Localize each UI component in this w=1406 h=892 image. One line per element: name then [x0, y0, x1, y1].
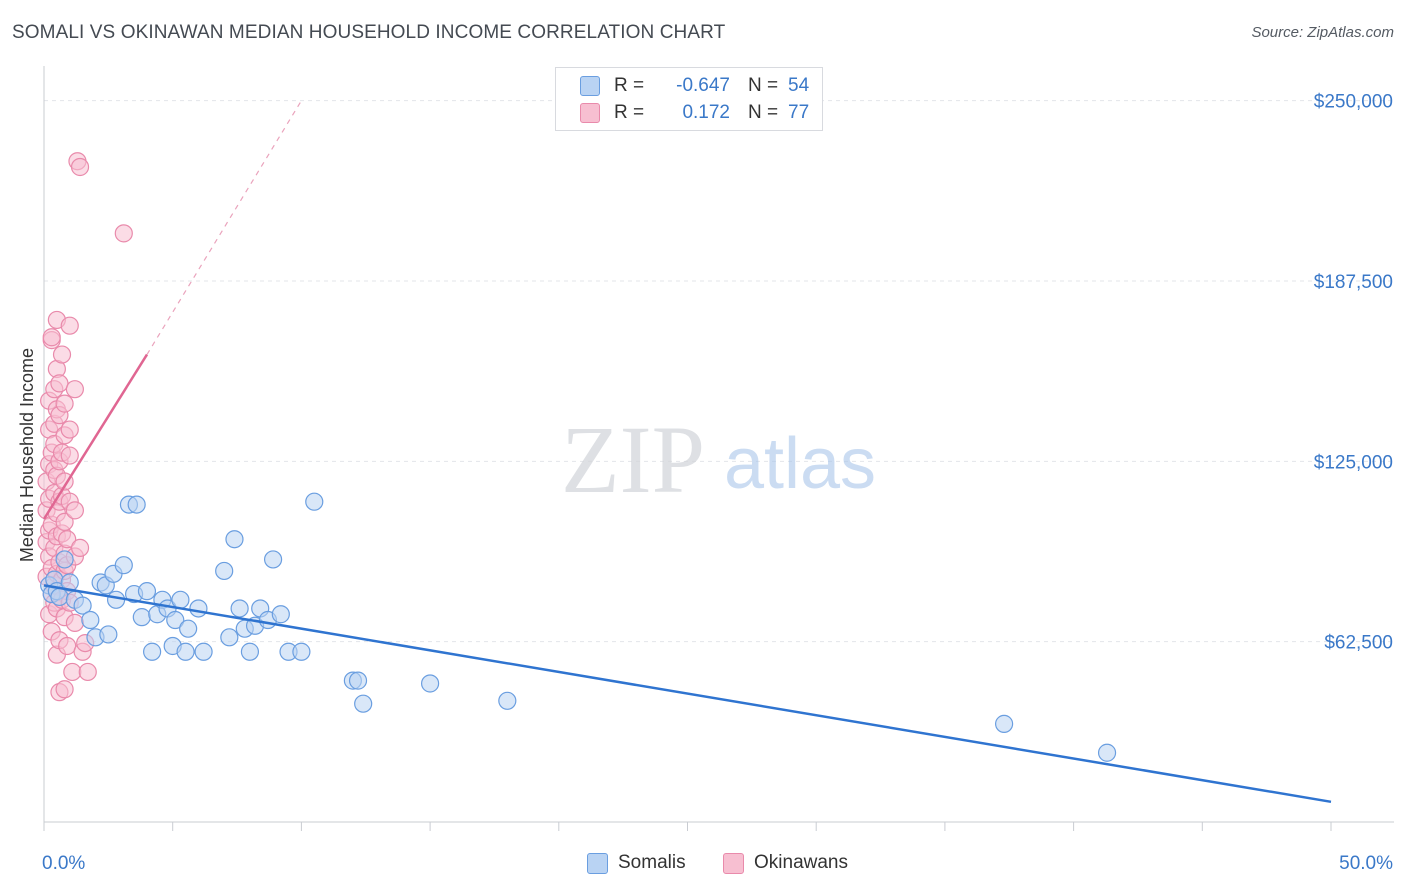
somali-point — [106, 590, 126, 609]
legend-swatch-okinawans — [723, 852, 744, 874]
x-tick-label: 50.0% — [1339, 853, 1393, 874]
okinawan-point — [65, 380, 84, 399]
okinawan-point — [42, 328, 61, 347]
okinawan-trendline-extension — [146, 100, 302, 355]
y-tick-label: $62,500 — [1324, 633, 1393, 654]
somali-point — [99, 625, 118, 644]
somali-points — [40, 492, 1117, 762]
trendlines — [42, 100, 1332, 804]
stats-legend: R = -0.647 N = 54 R = 0.172 N = 77 — [555, 67, 823, 131]
somali-point — [1097, 743, 1117, 762]
okinawan-point — [65, 613, 84, 633]
y-tick-labels: $62,500 $125,000 $187,500 $250,000 — [1314, 92, 1393, 654]
somali-trendline — [43, 584, 1332, 804]
okinawan-point — [78, 662, 97, 682]
series-legend: Somalis Okinawans — [0, 852, 1406, 878]
okinawan-point — [70, 538, 90, 557]
watermark: ZIP atlas — [561, 406, 876, 513]
somali-point — [215, 561, 234, 581]
watermark-zip: ZIP — [561, 406, 705, 513]
legend-row-okinawans: R = 0.172 N = 77 — [580, 100, 809, 126]
okinawan-point — [65, 501, 84, 520]
okinawan-point — [60, 316, 79, 335]
okinawan-point — [58, 530, 77, 549]
somali-point — [127, 495, 146, 514]
y-tick-label: $125,000 — [1314, 452, 1393, 473]
okinawan-point — [55, 680, 74, 699]
somali-point — [230, 599, 249, 618]
okinawan-point — [70, 157, 90, 177]
somali-point — [179, 619, 198, 638]
okinawan-point — [114, 224, 133, 243]
okinawan-point — [58, 636, 77, 656]
axes — [43, 66, 1394, 831]
somali-point — [73, 596, 92, 615]
legend-n-value: 77 — [788, 102, 810, 123]
somali-point — [189, 599, 208, 618]
somali-point — [220, 628, 239, 647]
somali-point — [421, 674, 440, 693]
somali-point — [132, 608, 151, 627]
legend-item-somalis[interactable]: Somalis — [587, 852, 686, 874]
okinawan-trendline — [42, 353, 149, 520]
okinawan-point — [60, 446, 79, 465]
somali-point — [137, 582, 157, 601]
somali-point — [305, 492, 324, 511]
legend-swatch-okinawans — [580, 103, 600, 123]
somali-point — [166, 610, 185, 630]
somali-point — [498, 691, 517, 710]
legend-label-somalis: Somalis — [618, 852, 686, 873]
y-tick-label: $187,500 — [1314, 272, 1393, 293]
legend-n-label: N = — [748, 75, 779, 96]
somali-point — [81, 610, 100, 630]
y-tick-label: $250,000 — [1314, 92, 1393, 113]
x-tick-labels: 0.0% 50.0% — [42, 853, 1393, 874]
legend-item-okinawans[interactable]: Okinawans — [723, 852, 848, 874]
legend-n-label: N = — [748, 102, 779, 123]
somali-point — [995, 714, 1014, 733]
chart-source: Source: ZipAtlas.com — [1251, 24, 1394, 41]
somali-point — [194, 642, 213, 661]
legend-r-label: R = — [614, 102, 645, 123]
somali-point — [263, 550, 283, 569]
somali-point — [60, 573, 79, 592]
somali-point — [240, 642, 260, 661]
somali-point — [271, 605, 290, 624]
somali-point — [171, 590, 190, 609]
legend-r-label: R = — [614, 75, 645, 96]
okinawan-point — [60, 420, 79, 439]
legend-row-somalis: R = -0.647 N = 54 — [580, 73, 809, 99]
legend-label-okinawans: Okinawans — [754, 852, 848, 873]
y-axis-label: Median Household Income — [17, 348, 37, 562]
legend-r-value: -0.647 — [676, 75, 730, 96]
watermark-atlas: atlas — [724, 424, 876, 504]
chart-title: SOMALI VS OKINAWAN MEDIAN HOUSEHOLD INCO… — [12, 22, 726, 43]
okinawan-point — [55, 394, 74, 413]
somali-point — [55, 550, 74, 569]
somali-point — [348, 671, 368, 690]
legend-n-value: 54 — [788, 75, 810, 96]
x-tick-label: 0.0% — [42, 853, 85, 874]
okinawan-point — [50, 374, 69, 393]
somali-point — [176, 642, 195, 661]
legend-swatch-somalis — [587, 852, 608, 874]
somali-point — [114, 556, 133, 575]
okinawan-point — [63, 662, 82, 682]
okinawan-point — [55, 512, 74, 532]
somali-point — [50, 587, 69, 607]
okinawan-point — [52, 345, 72, 364]
somali-point — [292, 642, 311, 661]
somali-point — [354, 694, 373, 713]
legend-r-value: 0.172 — [682, 102, 730, 123]
legend-swatch-somalis — [580, 76, 600, 96]
grid-lines — [44, 100, 1394, 643]
somali-point — [143, 642, 162, 661]
somali-point — [225, 530, 244, 549]
